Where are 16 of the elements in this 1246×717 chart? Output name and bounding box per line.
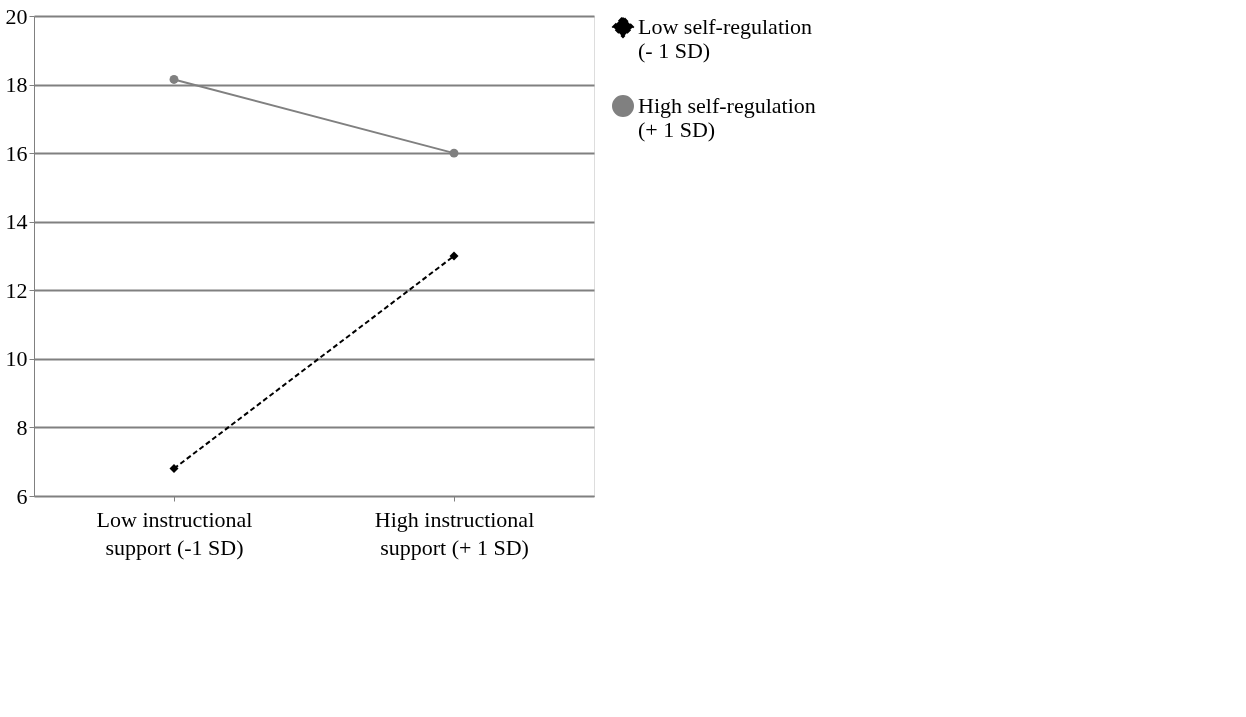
y-tick-label: 16 [5, 140, 28, 166]
point [169, 74, 179, 84]
y-tick-label: 6 [16, 483, 28, 509]
legend-label: High self-regulation (+ 1 SD) [638, 93, 816, 142]
point [449, 148, 459, 158]
point [449, 251, 459, 261]
y-tick-label: 8 [16, 414, 28, 440]
y-tick-label: 12 [5, 277, 28, 303]
point [169, 464, 179, 474]
y-tick-label: 14 [5, 209, 28, 235]
x-tick-label: Low instructional support (-1 SD) [96, 506, 253, 560]
y-tick-label: 10 [5, 346, 28, 372]
y-tick-label: 18 [5, 72, 28, 98]
legend-label: Low self-regulation (- 1 SD) [638, 14, 813, 63]
x-tick-label: High instructional support (+ 1 SD) [374, 506, 535, 560]
y-tick-label: 20 [5, 3, 28, 29]
